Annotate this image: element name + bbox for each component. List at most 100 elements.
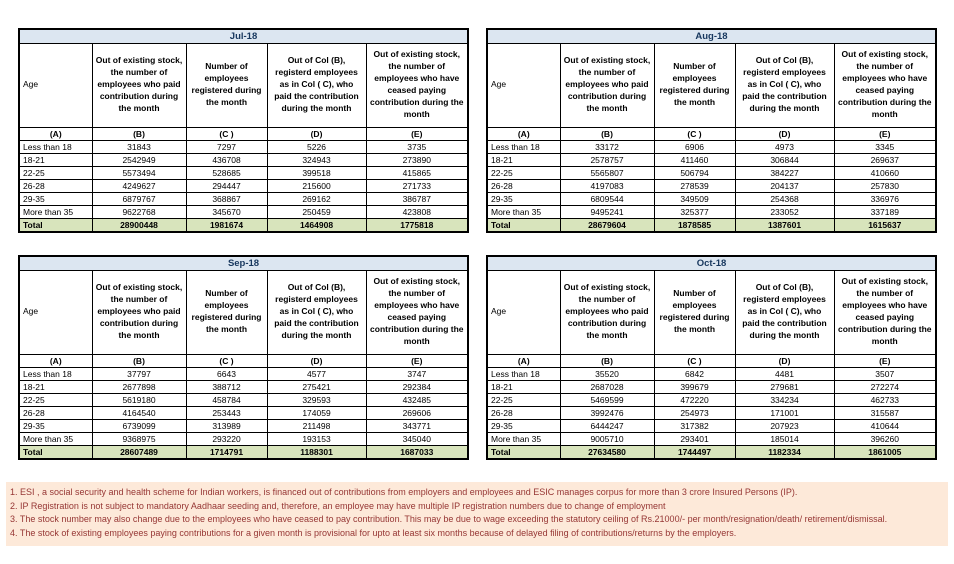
age-cell: 22-25 xyxy=(18,392,93,407)
age-cell: 22-25 xyxy=(486,165,561,180)
column-header-row: Age Out of existing stock, the number of… xyxy=(486,42,937,128)
value-cell: 7297 xyxy=(185,139,268,154)
value-cell: 6809544 xyxy=(559,191,655,206)
col-header-d: Out of Col (B), registerd employees as i… xyxy=(266,269,367,355)
table-row: Less than 18 33172 6906 4973 3345 xyxy=(486,139,937,154)
value-cell: 386787 xyxy=(365,191,469,206)
col-header-d: Out of Col (B), registerd employees as i… xyxy=(734,42,835,128)
value-cell: 5565807 xyxy=(559,165,655,180)
col-letter-a: (A) xyxy=(18,353,93,368)
table-row: 22-25 5469599 472220 334234 462733 xyxy=(486,392,937,407)
col-letter-c: (C ) xyxy=(653,126,736,141)
col-header-e: Out of existing stock, the number of emp… xyxy=(365,269,469,355)
table-row: 26-28 4164540 253443 174059 269606 xyxy=(18,405,469,420)
value-cell: 207923 xyxy=(734,418,835,433)
value-cell: 334234 xyxy=(734,392,835,407)
value-cell: 345040 xyxy=(365,431,469,446)
value-cell: 324943 xyxy=(266,152,367,167)
value-cell: 4481 xyxy=(734,366,835,381)
value-cell: 215600 xyxy=(266,178,367,193)
value-cell: 171001 xyxy=(734,405,835,420)
value-cell: 9368975 xyxy=(91,431,187,446)
value-cell: 5573494 xyxy=(91,165,187,180)
age-cell: 18-21 xyxy=(18,152,93,167)
value-cell: 278539 xyxy=(653,178,736,193)
value-cell: 396260 xyxy=(833,431,937,446)
value-cell: 2677898 xyxy=(91,379,187,394)
month-title-row: Sep-18 xyxy=(18,255,469,271)
total-label: Total xyxy=(486,217,561,233)
value-cell: 2542949 xyxy=(91,152,187,167)
col-letter-d: (D) xyxy=(734,126,835,141)
col-letter-d: (D) xyxy=(266,353,367,368)
age-cell: 29-35 xyxy=(486,418,561,433)
column-letter-row: (A) (B) (C ) (D) (E) xyxy=(18,126,469,141)
value-cell: 458784 xyxy=(185,392,268,407)
total-value-e: 1775818 xyxy=(365,217,469,233)
value-cell: 269606 xyxy=(365,405,469,420)
table-row: 26-28 3992476 254973 171001 315587 xyxy=(486,405,937,420)
age-cell: 18-21 xyxy=(18,379,93,394)
value-cell: 273890 xyxy=(365,152,469,167)
table-jul-18: Jul-18 Age Out of existing stock, the nu… xyxy=(18,28,470,233)
column-header-row: Age Out of existing stock, the number of… xyxy=(486,269,937,355)
table-row: 22-25 5573494 528685 399518 415865 xyxy=(18,165,469,180)
value-cell: 3735 xyxy=(365,139,469,154)
total-value-d: 1182334 xyxy=(734,444,835,460)
value-cell: 3345 xyxy=(833,139,937,154)
value-cell: 9622768 xyxy=(91,204,187,219)
col-letter-b: (B) xyxy=(559,126,655,141)
table-row: More than 35 9495241 325377 233052 337189 xyxy=(486,204,937,219)
value-cell: 432485 xyxy=(365,392,469,407)
value-cell: 253443 xyxy=(185,405,268,420)
value-cell: 293401 xyxy=(653,431,736,446)
table-row: 26-28 4197083 278539 204137 257830 xyxy=(486,178,937,193)
value-cell: 462733 xyxy=(833,392,937,407)
value-cell: 4577 xyxy=(266,366,367,381)
value-cell: 204137 xyxy=(734,178,835,193)
age-cell: 26-28 xyxy=(486,405,561,420)
table-aug-18: Aug-18 Age Out of existing stock, the nu… xyxy=(486,28,937,233)
value-cell: 6739099 xyxy=(91,418,187,433)
month-title-row: Aug-18 xyxy=(486,28,937,44)
age-cell: Less than 18 xyxy=(18,139,93,154)
column-letter-row: (A) (B) (C ) (D) (E) xyxy=(486,126,937,141)
total-row: Total 28679604 1878585 1387601 1615637 xyxy=(486,217,937,233)
monthly-tables-grid: Jul-18 Age Out of existing stock, the nu… xyxy=(18,28,938,460)
col-header-age: Age xyxy=(486,42,561,128)
value-cell: 5469599 xyxy=(559,392,655,407)
col-letter-d: (D) xyxy=(734,353,835,368)
table-row: 22-25 5619180 458784 329593 432485 xyxy=(18,392,469,407)
footnote-4: 4. The stock of existing employees payin… xyxy=(10,527,737,538)
value-cell: 336976 xyxy=(833,191,937,206)
value-cell: 35520 xyxy=(559,366,655,381)
value-cell: 3507 xyxy=(833,366,937,381)
value-cell: 9495241 xyxy=(559,204,655,219)
value-cell: 6906 xyxy=(653,139,736,154)
table-sep-18: Sep-18 Age Out of existing stock, the nu… xyxy=(18,255,470,460)
value-cell: 472220 xyxy=(653,392,736,407)
value-cell: 193153 xyxy=(266,431,367,446)
table-row: 18-21 2687028 399679 279681 272274 xyxy=(486,379,937,394)
month-title-row: Jul-18 xyxy=(18,28,469,44)
col-letter-e: (E) xyxy=(833,353,937,368)
value-cell: 254368 xyxy=(734,191,835,206)
age-cell: 22-25 xyxy=(486,392,561,407)
total-value-b: 27634580 xyxy=(559,444,655,460)
column-header-row: Age Out of existing stock, the number of… xyxy=(18,42,469,128)
value-cell: 436708 xyxy=(185,152,268,167)
value-cell: 349509 xyxy=(653,191,736,206)
value-cell: 5619180 xyxy=(91,392,187,407)
col-header-b: Out of existing stock, the number of emp… xyxy=(559,269,655,355)
col-header-d: Out of Col (B), registerd employees as i… xyxy=(734,269,835,355)
total-label: Total xyxy=(486,444,561,460)
value-cell: 272274 xyxy=(833,379,937,394)
col-header-age: Age xyxy=(486,269,561,355)
total-value-d: 1464908 xyxy=(266,217,367,233)
value-cell: 313989 xyxy=(185,418,268,433)
age-cell: More than 35 xyxy=(18,431,93,446)
age-cell: More than 35 xyxy=(18,204,93,219)
value-cell: 279681 xyxy=(734,379,835,394)
col-letter-a: (A) xyxy=(18,126,93,141)
age-cell: Less than 18 xyxy=(486,366,561,381)
